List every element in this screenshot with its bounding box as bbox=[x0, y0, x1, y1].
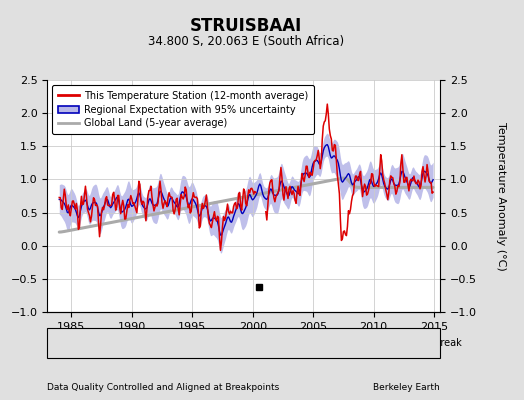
Text: Empirical Break: Empirical Break bbox=[385, 338, 462, 348]
Text: Data Quality Controlled and Aligned at Breakpoints: Data Quality Controlled and Aligned at B… bbox=[47, 383, 279, 392]
Legend: This Temperature Station (12-month average), Regional Expectation with 95% uncer: This Temperature Station (12-month avera… bbox=[52, 85, 314, 134]
Text: ♦: ♦ bbox=[52, 336, 63, 350]
Text: STRUISBAAI: STRUISBAAI bbox=[190, 17, 302, 35]
Y-axis label: Temperature Anomaly (°C): Temperature Anomaly (°C) bbox=[496, 122, 506, 270]
Text: Station Move: Station Move bbox=[66, 338, 129, 348]
Text: Time of Obs. Change: Time of Obs. Change bbox=[259, 338, 361, 348]
Text: Berkeley Earth: Berkeley Earth bbox=[374, 383, 440, 392]
Text: ■: ■ bbox=[372, 338, 383, 348]
Text: ▼: ▼ bbox=[247, 338, 256, 348]
Text: 34.800 S, 20.063 E (South Africa): 34.800 S, 20.063 E (South Africa) bbox=[148, 36, 344, 48]
Text: ▲: ▲ bbox=[148, 338, 156, 348]
Text: Record Gap: Record Gap bbox=[160, 338, 216, 348]
